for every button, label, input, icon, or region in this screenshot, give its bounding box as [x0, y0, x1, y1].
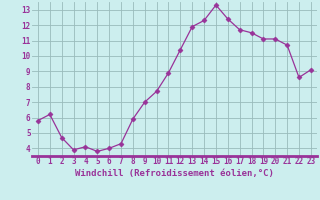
X-axis label: Windchill (Refroidissement éolien,°C): Windchill (Refroidissement éolien,°C) — [75, 169, 274, 178]
